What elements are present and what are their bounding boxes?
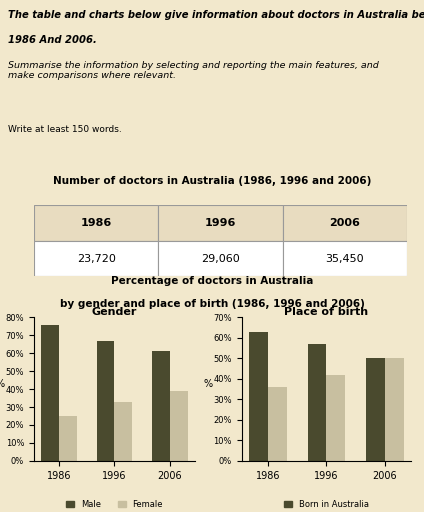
Bar [385,358,404,461]
Bar [114,401,132,461]
Bar [158,205,283,241]
Text: 35,450: 35,450 [326,253,364,264]
Bar [41,325,59,461]
Y-axis label: %: % [0,379,5,389]
Text: Summarise the information by selecting and reporting the main features, and
make: Summarise the information by selecting a… [8,61,379,80]
Legend: Male, Female: Male, Female [63,497,166,512]
Bar [34,241,158,276]
Legend: Born in Australia, Born overseas: Born in Australia, Born overseas [281,497,372,512]
Bar [170,391,188,461]
Text: 23,720: 23,720 [77,253,116,264]
Bar [366,358,385,461]
Text: Number of doctors in Australia (1986, 1996 and 2006): Number of doctors in Australia (1986, 19… [53,176,371,186]
Bar [268,387,287,461]
Text: The table and charts below give information about doctors in Australia between: The table and charts below give informat… [8,10,424,20]
Text: 29,060: 29,060 [201,253,240,264]
Bar [283,205,407,241]
Y-axis label: %: % [203,379,212,389]
Text: Percentage of doctors in Australia: Percentage of doctors in Australia [111,276,313,287]
Text: Write at least 150 words.: Write at least 150 words. [8,125,122,135]
Text: 1996: 1996 [205,218,236,228]
Bar [283,241,407,276]
Text: 1986 And 2006.: 1986 And 2006. [8,35,97,45]
Bar [152,351,170,461]
Text: 1986: 1986 [81,218,112,228]
Title: Gender: Gender [92,307,137,316]
Bar [34,205,158,241]
Text: 2006: 2006 [329,218,360,228]
Bar [249,332,268,461]
Title: Place of birth: Place of birth [285,307,368,316]
Bar [308,344,326,461]
Bar [326,375,345,461]
Bar [59,416,77,461]
Text: by gender and place of birth (1986, 1996 and 2006): by gender and place of birth (1986, 1996… [59,299,365,309]
Bar [158,241,283,276]
Bar [97,341,114,461]
